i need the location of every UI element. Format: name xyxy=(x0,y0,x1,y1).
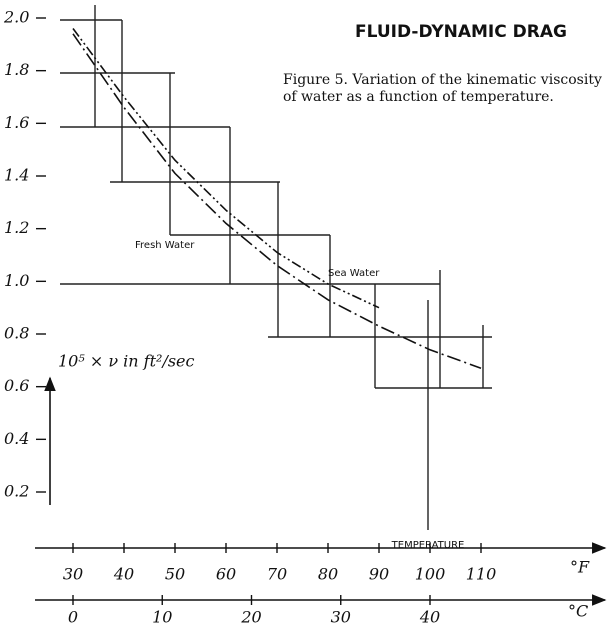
x2-tick-label: 0 xyxy=(68,608,78,627)
x-tick-label: 30 xyxy=(63,565,83,584)
x-tick-label: 90 xyxy=(369,565,389,584)
x2-tick-label: 40 xyxy=(419,608,440,627)
y-tick-label: 0.4 xyxy=(4,429,29,448)
y-axis-label: 10⁵ × ν in ft²/sec xyxy=(58,352,195,371)
chart-title: FLUID-DYNAMIC DRAG xyxy=(355,22,567,42)
series-line xyxy=(72,28,380,309)
series-label: Fresh Water xyxy=(135,240,195,251)
x-unit: °F xyxy=(570,558,590,577)
series-line xyxy=(72,33,482,369)
x-tick-label: 70 xyxy=(267,565,287,584)
x2-tick-label: 10 xyxy=(152,608,172,627)
y-tick-label: 2.0 xyxy=(3,8,29,27)
x-tick-label: 100 xyxy=(415,565,446,584)
y-tick-label: 1.8 xyxy=(4,60,29,79)
x2-tick-label: 20 xyxy=(240,608,261,627)
x-tick-label: 40 xyxy=(113,565,134,584)
x-axis-label: TEMPERATURE xyxy=(391,540,465,551)
y-tick-label: 1.6 xyxy=(4,113,29,132)
step-boxes xyxy=(60,5,492,530)
x-tick-label: 60 xyxy=(216,565,236,584)
y-tick-label: 1.2 xyxy=(4,218,29,237)
x2-unit: °C xyxy=(568,602,588,621)
caption: Figure 5. Variation of the kinematic vis… xyxy=(283,72,602,105)
x-tick-label: 50 xyxy=(165,565,185,584)
y-tick-label: 0.6 xyxy=(4,376,29,395)
x-tick-label: 110 xyxy=(466,565,497,584)
x-tick-label: 80 xyxy=(318,565,338,584)
x2-tick-label: 30 xyxy=(331,608,351,627)
y-tick-label: 0.2 xyxy=(4,482,29,501)
y-tick-label: 1.4 xyxy=(4,166,29,185)
caption-box: Figure 5. Variation of the kinematic vis… xyxy=(283,72,602,105)
y-tick-label: 0.8 xyxy=(4,324,29,343)
series-label: Sea Water xyxy=(328,268,380,279)
y-tick-label: 1.0 xyxy=(4,271,29,290)
